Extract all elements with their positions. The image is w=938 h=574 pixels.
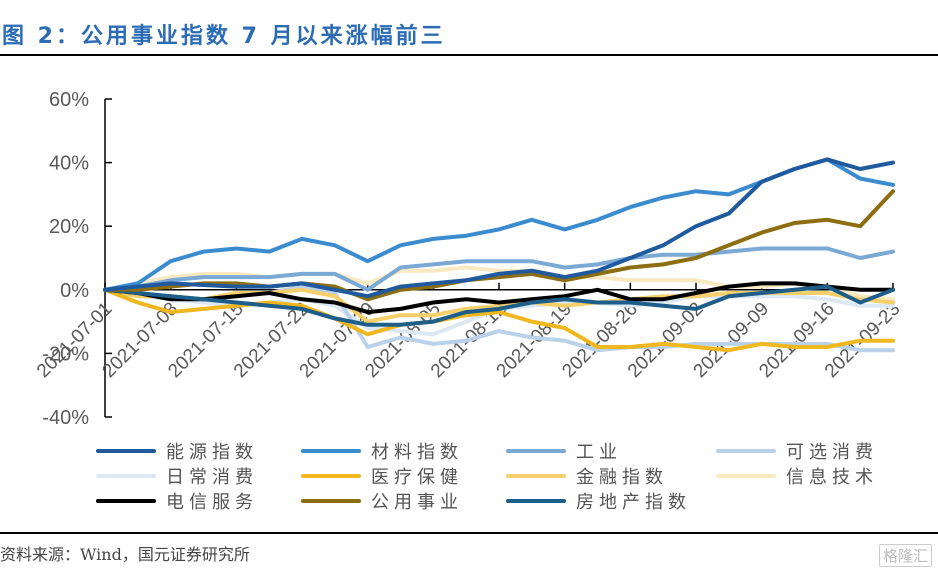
top-rule <box>0 54 938 56</box>
legend-item: 金融指数 <box>506 465 668 488</box>
legend-item: 可选消费 <box>716 440 878 463</box>
legend-label: 日常消费 <box>166 467 258 488</box>
legend-item: 信息技术 <box>716 465 878 488</box>
legend-label: 医疗保健 <box>371 467 463 488</box>
legend-label: 可选消费 <box>786 442 878 463</box>
legend-swatch <box>506 449 566 453</box>
y-tick-label: 0% <box>60 280 89 302</box>
series-line-7 <box>103 265 895 302</box>
legend-swatch <box>301 499 361 503</box>
watermark-logo: 格隆汇 <box>878 544 932 567</box>
legend-swatch <box>506 474 566 478</box>
line-chart: -40%-20%0%20%40%60% 2021-07-012021-07-08… <box>33 89 905 429</box>
legend-swatch <box>96 449 156 453</box>
series-line-9 <box>103 189 895 302</box>
legend-swatch <box>96 474 156 478</box>
y-tick-label: 40% <box>49 153 89 175</box>
legend-label: 房地产指数 <box>576 492 691 513</box>
legend-item: 公用事业 <box>301 490 463 513</box>
y-tick-label: 20% <box>49 216 89 238</box>
legend-item: 房地产指数 <box>506 490 691 513</box>
series-line-0 <box>103 157 895 299</box>
legend-item: 材料指数 <box>301 440 463 463</box>
series-line-2 <box>103 246 895 292</box>
legend-label: 金融指数 <box>576 467 668 488</box>
legend-item: 医疗保健 <box>301 465 463 488</box>
y-tick-label: 60% <box>49 89 89 111</box>
legend-item: 电信服务 <box>96 490 258 513</box>
legend-label: 工业 <box>576 442 622 463</box>
legend-swatch <box>716 449 776 453</box>
legend-swatch <box>301 474 361 478</box>
figure-title: 图 2：公用事业指数 7 月以来涨幅前三 <box>2 24 446 49</box>
series-line-5 <box>103 287 895 353</box>
legend-item: 工业 <box>506 440 622 463</box>
legend-label: 电信服务 <box>166 492 258 513</box>
legend-label: 能源指数 <box>166 442 258 463</box>
bottom-rule <box>0 532 938 534</box>
legend-item: 能源指数 <box>96 440 258 463</box>
y-tick-label: -20% <box>42 343 89 365</box>
legend-swatch <box>506 499 566 503</box>
legend-label: 信息技术 <box>786 467 878 488</box>
legend-label: 公用事业 <box>371 492 463 513</box>
series-line-10 <box>103 284 895 327</box>
legend-item: 日常消费 <box>96 465 258 488</box>
y-tick-label: -40% <box>42 407 89 429</box>
legend-swatch <box>301 449 361 453</box>
legend-label: 材料指数 <box>371 442 463 463</box>
series-layer <box>103 157 895 353</box>
series-line-8 <box>103 281 895 315</box>
legend-swatch <box>96 499 156 503</box>
y-axis: -40% -20% 0% 20% 40% 60% <box>42 89 112 429</box>
source-note: 资料来源：Wind，国元证券研究所 <box>0 545 250 564</box>
legend-swatch <box>716 474 776 478</box>
